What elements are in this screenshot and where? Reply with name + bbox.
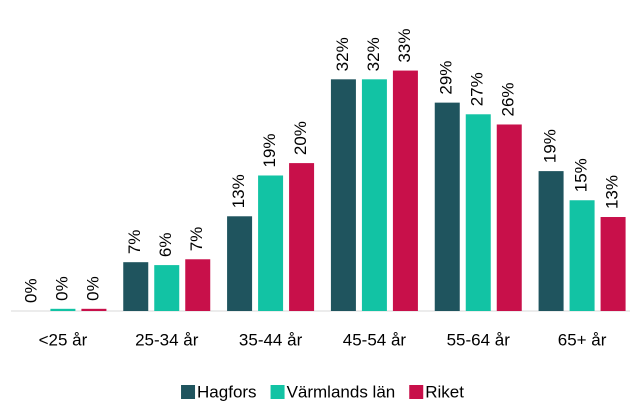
data-label: 0% <box>21 278 40 303</box>
data-label: 33% <box>395 29 414 63</box>
data-label: 0% <box>52 276 71 301</box>
bar <box>123 262 149 311</box>
bar <box>496 124 522 311</box>
legend-item: Värmlands län <box>270 382 396 401</box>
legend-label: Riket <box>425 382 464 401</box>
x-tick-label: 25-34 år <box>135 330 199 349</box>
bar <box>465 114 491 312</box>
data-label: 26% <box>499 82 518 116</box>
data-label: 0% <box>83 276 102 301</box>
legend-swatch <box>181 385 196 399</box>
bar <box>392 70 418 311</box>
data-label: 7% <box>187 227 206 252</box>
x-tick-label: 35-44 år <box>239 330 303 349</box>
bar <box>569 200 595 311</box>
x-tick-label: 55-64 år <box>447 330 511 349</box>
bar <box>185 259 211 311</box>
legend-swatch <box>270 385 285 399</box>
legend-item: Hagfors <box>181 382 257 401</box>
bar <box>258 175 284 311</box>
legend-label: Värmlands län <box>287 382 396 401</box>
legend-label: Hagfors <box>197 382 257 401</box>
data-label: 27% <box>468 72 487 106</box>
bar <box>289 163 315 311</box>
data-label: 13% <box>603 175 622 209</box>
data-label: 29% <box>437 61 456 95</box>
bar <box>361 79 387 311</box>
data-label: 19% <box>260 133 279 167</box>
bar <box>154 265 180 311</box>
data-label: 32% <box>333 37 352 71</box>
bar <box>330 79 356 311</box>
legend-item: Riket <box>409 382 464 401</box>
legend-swatch <box>409 385 424 399</box>
data-label: 7% <box>125 230 144 255</box>
data-label: 6% <box>156 233 175 258</box>
x-tick-label: 65+ år <box>558 330 607 349</box>
x-tick-label: <25 år <box>39 330 88 349</box>
data-label: 20% <box>291 121 310 155</box>
x-tick-label: 45-54 år <box>343 330 407 349</box>
data-label: 13% <box>229 174 248 208</box>
bar <box>50 308 76 311</box>
bar <box>600 217 626 311</box>
bar <box>81 308 107 311</box>
data-label: 15% <box>572 158 591 192</box>
data-label: 19% <box>541 129 560 163</box>
bar <box>434 102 460 311</box>
bar <box>227 216 253 311</box>
data-label: 32% <box>364 37 383 71</box>
bar <box>538 171 564 311</box>
